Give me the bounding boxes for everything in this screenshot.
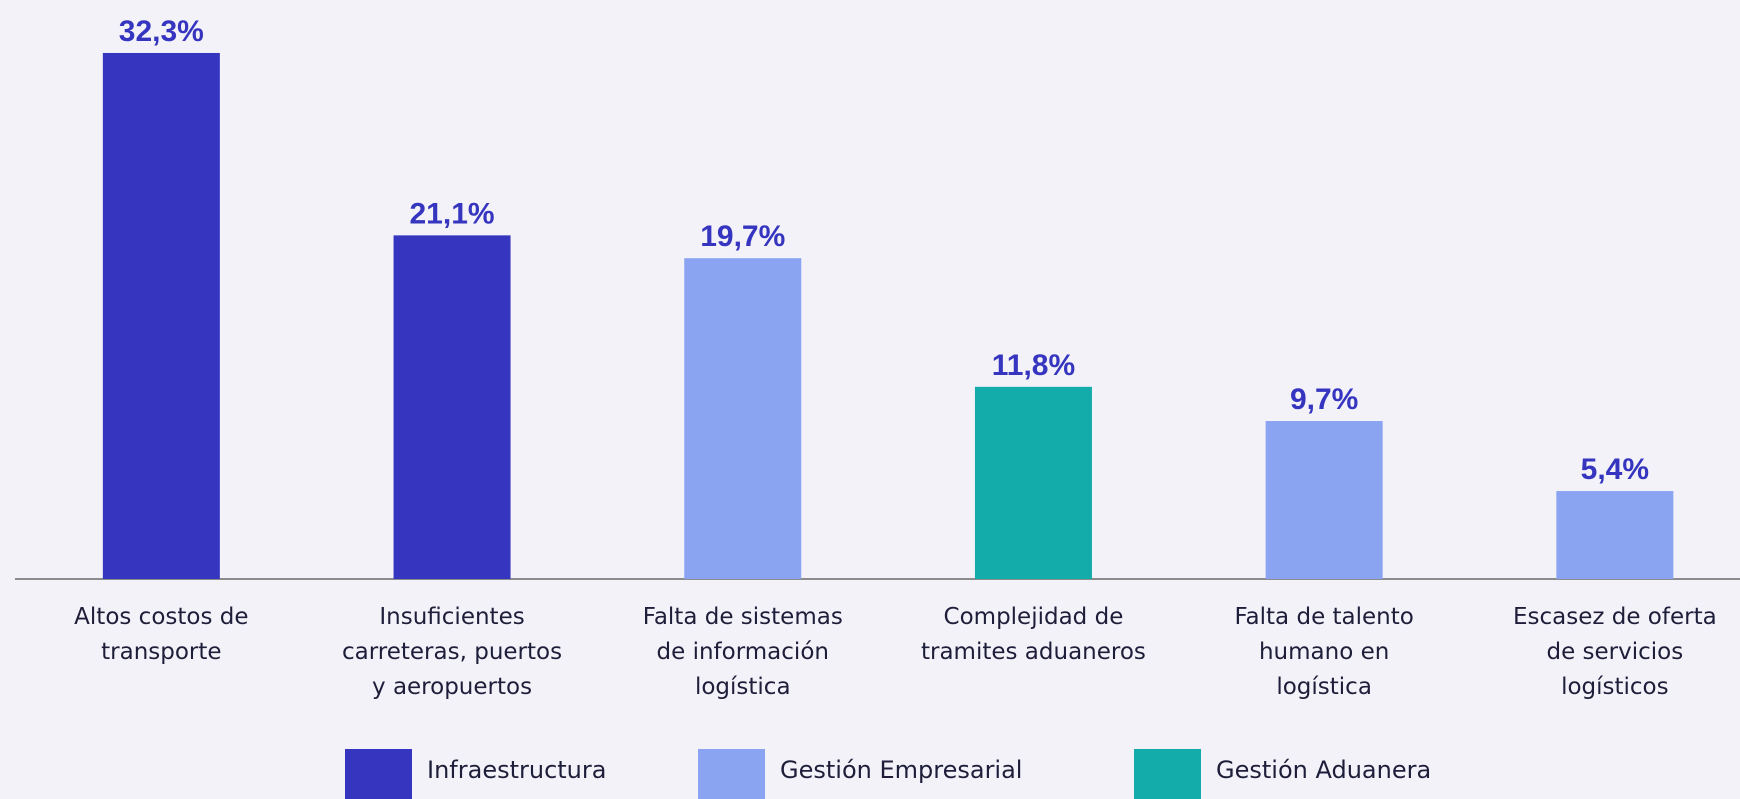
x-tick-label-line: Falta de talento — [1234, 604, 1413, 630]
bar — [1556, 491, 1674, 579]
x-tick-label-line: de servicios — [1546, 639, 1683, 665]
x-tick-label-line: humano en — [1259, 639, 1389, 665]
data-label: 21,1% — [410, 197, 495, 230]
x-tick-label: Escasez de oferta de servicios logísticos — [1513, 604, 1717, 700]
x-tick-label-line: transporte — [101, 639, 221, 665]
x-tick-label-line: tramites aduaneros — [921, 639, 1146, 665]
x-tick-label: Falta de sistemas de información logística — [643, 604, 843, 700]
x-tick-label: Altos costos de transporte — [74, 604, 248, 665]
x-tick-label-line: carreteras, puertos — [342, 639, 562, 665]
data-label: 19,7% — [700, 220, 785, 253]
x-tick-label: Complejidad de tramites aduaneros — [921, 604, 1146, 665]
x-tick-label-line: Escasez de oferta — [1513, 604, 1717, 630]
x-tick-label: Falta de talento humano en logística — [1234, 604, 1413, 700]
data-label: 9,7% — [1290, 383, 1358, 416]
legend-label: Gestión Empresarial — [780, 756, 1022, 784]
x-tick-label-line: logística — [1276, 674, 1372, 700]
x-tick-label-line: logística — [695, 674, 791, 700]
bar — [393, 235, 511, 579]
x-tick-label-line: logísticos — [1561, 674, 1669, 700]
bar — [684, 258, 802, 579]
legend-swatch — [345, 749, 412, 799]
x-tick-label-line: y aeropuertos — [372, 674, 532, 700]
data-label: 5,4% — [1581, 453, 1649, 486]
x-tick-label-line: Complejidad de — [944, 604, 1124, 630]
x-tick-label-line: Falta de sistemas — [643, 604, 843, 630]
legend-label: Infraestructura — [427, 756, 606, 784]
legend-swatch — [698, 749, 765, 799]
data-label: 32,3% — [119, 15, 204, 48]
x-tick-label-line: Altos costos de — [74, 604, 248, 630]
data-label: 11,8% — [992, 349, 1075, 382]
legend-label: Gestión Aduanera — [1216, 756, 1431, 784]
bar — [1265, 421, 1383, 579]
bar — [974, 386, 1092, 579]
x-tick-label-line: de información — [657, 639, 829, 665]
bar — [102, 52, 220, 579]
x-tick-label-line: Insuficientes — [379, 604, 524, 630]
legend-swatch — [1134, 749, 1201, 799]
x-tick-label: Insuficientes carreteras, puertos y aeropu… — [342, 604, 562, 700]
